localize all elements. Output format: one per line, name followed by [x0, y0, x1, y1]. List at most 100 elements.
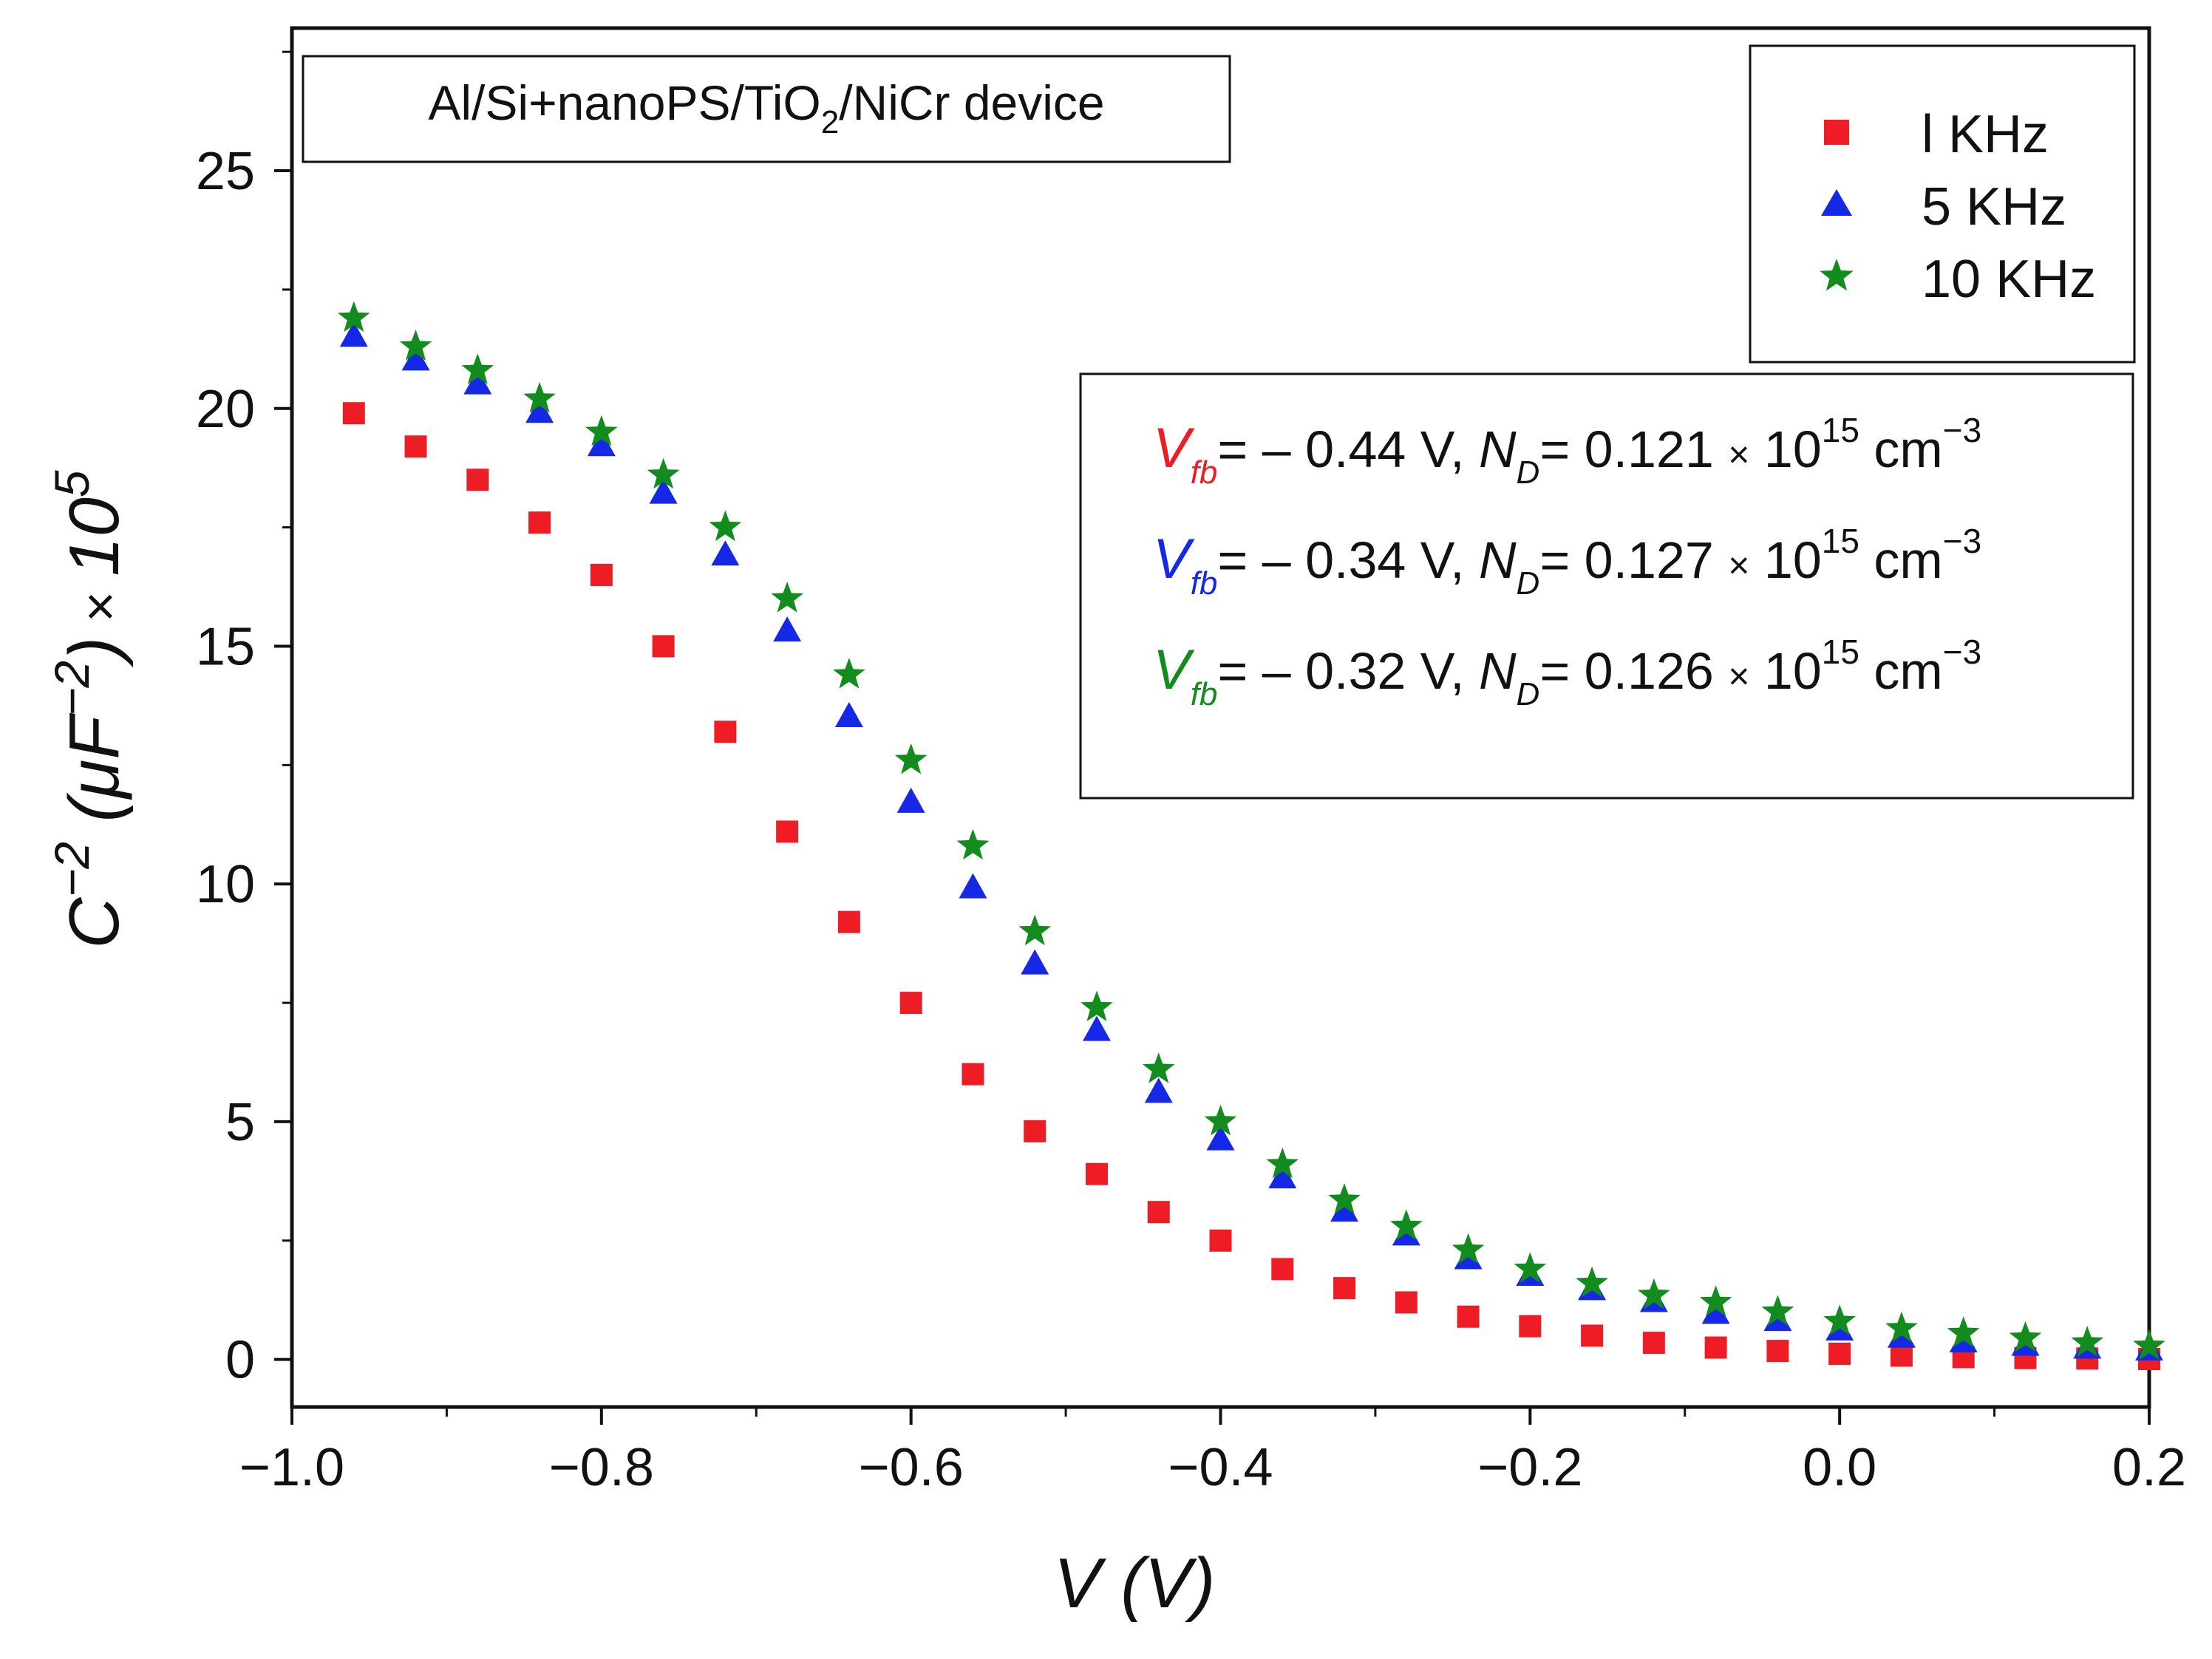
point-star: [2009, 1321, 2042, 1352]
point-square: [962, 1063, 984, 1086]
point-triangle: [1268, 1163, 1297, 1189]
annotation-line-1: Vfb= – 0.44 V, ND= 0.121 × 1015 cm−3: [1153, 411, 1981, 491]
series-square: [342, 402, 2160, 1371]
x-tick-label: 0.2: [2112, 1438, 2186, 1497]
annotation-box: Vfb= – 0.44 V, ND= 0.121 × 1015 cm−3 Vfb…: [1079, 372, 2134, 800]
y-tick-label: 15: [196, 617, 255, 676]
device-title-box: Al/Si+nanoPS/TiO2/NiCr device: [302, 55, 1231, 163]
point-triangle: [834, 702, 863, 727]
legend-marker-star: [1820, 259, 1854, 291]
x-tick-label: −1.0: [239, 1438, 344, 1497]
legend-label-10khz: 10 KHz: [1922, 250, 2096, 309]
point-square: [1271, 1258, 1294, 1281]
point-star: [1576, 1266, 1608, 1298]
legend-marker-triangle: [1821, 189, 1852, 216]
point-star: [1204, 1104, 1237, 1136]
point-star: [337, 301, 370, 333]
y-title-c: C: [55, 897, 134, 949]
point-star: [1452, 1233, 1485, 1264]
point-square: [837, 910, 860, 933]
point-triangle: [959, 873, 987, 899]
x-tick-label: −0.2: [1477, 1438, 1582, 1497]
point-triangle: [525, 398, 554, 423]
point-triangle: [896, 787, 925, 813]
point-square: [1642, 1332, 1665, 1355]
legend-label-5khz: 5 KHz: [1922, 177, 2066, 236]
point-star: [399, 330, 432, 361]
point-star: [1638, 1278, 1670, 1309]
point-square: [590, 563, 613, 586]
legend-marker-square: [1824, 120, 1849, 145]
device-title: Al/Si+nanoPS/TiO2/NiCr device: [428, 75, 1104, 140]
point-star: [1885, 1311, 1918, 1343]
point-square: [1457, 1305, 1480, 1328]
legend-label-1khz: l KHz: [1922, 105, 2049, 164]
point-square: [404, 435, 427, 458]
point-square: [342, 402, 365, 425]
y-title-f: F: [55, 712, 134, 760]
y-axis-ticks: 0 5 10 15 20 25: [196, 50, 292, 1390]
point-square: [1519, 1315, 1542, 1338]
point-square: [1333, 1277, 1356, 1300]
point-star: [461, 353, 494, 384]
point-star: [1081, 990, 1113, 1022]
series-star: [337, 301, 2165, 1360]
point-star: [709, 510, 742, 542]
point-triangle: [463, 369, 492, 395]
point-star: [1699, 1285, 1732, 1316]
point-star: [833, 658, 865, 689]
y-title-times: ×: [71, 576, 130, 637]
point-triangle: [711, 540, 740, 566]
x-tick-label: 0.0: [1803, 1438, 1876, 1497]
point-star: [523, 381, 556, 413]
y-tick-label: 5: [225, 1093, 255, 1152]
point-square: [1085, 1162, 1108, 1185]
point-square: [1704, 1336, 1727, 1359]
y-tick-label: 20: [196, 380, 255, 439]
point-star: [2133, 1329, 2165, 1360]
point-triangle: [1021, 949, 1049, 975]
y-title-exp2: −2: [44, 661, 99, 716]
point-triangle: [649, 478, 678, 504]
point-triangle: [587, 431, 616, 457]
point-square: [1209, 1229, 1232, 1252]
point-square: [1395, 1291, 1418, 1314]
point-star: [585, 415, 618, 446]
y-tick-label: 10: [196, 855, 255, 914]
point-square: [1890, 1344, 1913, 1367]
point-star: [1328, 1183, 1361, 1214]
point-square: [776, 820, 799, 843]
point-star: [1142, 1052, 1175, 1083]
y-axis-title: C−2 (μF−2) × 105: [44, 470, 134, 949]
point-square: [1024, 1120, 1047, 1142]
y-tick-label: 25: [196, 142, 255, 201]
point-star: [2071, 1326, 2104, 1357]
point-triangle: [1144, 1077, 1173, 1103]
point-triangle: [339, 321, 368, 347]
point-triangle: [1330, 1196, 1359, 1222]
point-square: [528, 511, 551, 534]
annotation-line-3: Vfb= – 0.32 V, ND= 0.126 × 1015 cm−3: [1153, 633, 1981, 712]
y-tick-label: 0: [225, 1331, 255, 1390]
x-axis-title: V (V): [1054, 1544, 1216, 1623]
point-square: [466, 469, 489, 491]
point-triangle: [401, 345, 430, 371]
x-tick-label: −0.8: [549, 1438, 654, 1497]
x-axis-ticks: −1.0 −0.8 −0.6 −0.4 −0.2 0.0 0.2: [239, 1407, 2186, 1497]
point-star: [647, 457, 680, 489]
point-square: [652, 635, 675, 658]
x-tick-label: −0.6: [859, 1438, 964, 1497]
point-square: [1828, 1342, 1851, 1365]
point-square: [714, 721, 737, 743]
annotation-line-2: Vfb= – 0.34 V, ND= 0.127 × 1015 cm−3: [1153, 522, 1981, 602]
point-star: [894, 743, 928, 774]
legend: l KHz 5 KHz 10 KHz: [1749, 44, 2136, 364]
point-triangle: [1701, 1298, 1730, 1324]
point-star: [1514, 1252, 1547, 1283]
point-star: [956, 828, 990, 860]
point-star: [1947, 1316, 1980, 1347]
point-square: [1147, 1201, 1170, 1224]
y-title-open: (: [55, 791, 134, 842]
point-star: [771, 582, 803, 613]
